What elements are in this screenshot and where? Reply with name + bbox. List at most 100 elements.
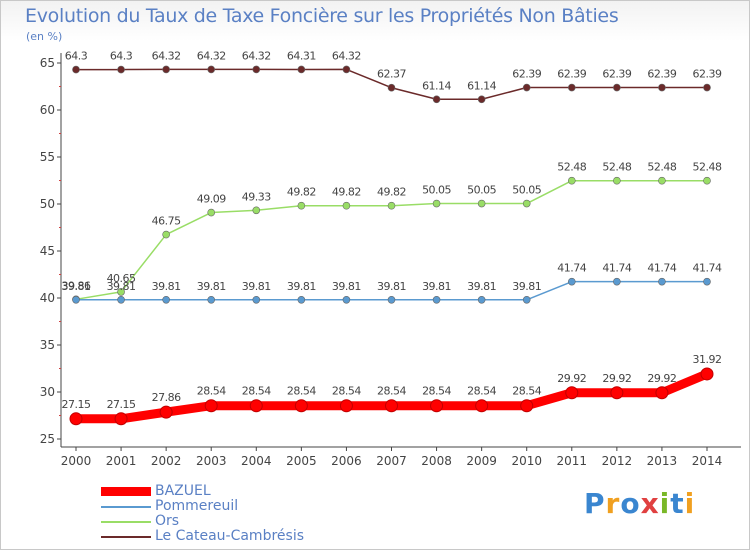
data-point (703, 277, 711, 286)
data-point (252, 295, 261, 304)
data-point (207, 295, 216, 304)
data-point (207, 65, 216, 74)
data-point (297, 65, 306, 74)
data-point (339, 399, 353, 413)
data-label: 64.3 (110, 50, 133, 63)
data-point (385, 399, 398, 413)
y-tick-label: 50 (40, 197, 55, 211)
data-point (522, 83, 531, 92)
chart-title: Evolution du Taux de Taxe Foncière sur l… (25, 5, 619, 27)
data-point (610, 386, 624, 400)
data-point (297, 295, 306, 304)
data-label: 62.39 (693, 68, 722, 81)
y-axis-unit-label: (en %) (26, 30, 63, 43)
data-label: 27.86 (152, 391, 181, 404)
y-tick-label: 35 (40, 338, 55, 352)
data-label: 39.81 (512, 280, 541, 293)
data-point (342, 65, 351, 74)
data-label: 52.48 (602, 161, 631, 174)
data-point (658, 277, 666, 286)
data-point (658, 83, 666, 92)
data-label: 39.81 (332, 280, 361, 293)
data-label: 41.74 (693, 262, 722, 275)
data-label: 29.92 (557, 372, 586, 385)
data-point (117, 288, 125, 296)
data-point (522, 295, 531, 304)
data-point (477, 199, 486, 208)
x-tick-label: 2006 (331, 454, 362, 468)
data-label: 49.82 (377, 186, 406, 199)
logo-letter: o (620, 487, 641, 520)
x-tick-label: 2004 (241, 454, 272, 468)
logo-letter: t (670, 487, 685, 520)
data-label: 39.81 (422, 280, 451, 293)
data-point (117, 295, 125, 304)
data-point (72, 65, 80, 74)
data-label: 39.86 (62, 279, 91, 292)
data-label: 39.81 (287, 280, 316, 293)
data-point (475, 399, 489, 413)
logo-letter: P (584, 487, 606, 520)
data-label: 50.05 (512, 184, 541, 197)
data-point (703, 176, 711, 185)
data-label: 39.81 (197, 280, 226, 293)
data-point (565, 386, 579, 400)
data-point (114, 412, 128, 426)
data-label: 49.82 (287, 186, 316, 199)
data-label: 39.81 (377, 280, 406, 293)
data-point (72, 295, 80, 304)
data-point (204, 399, 218, 413)
data-label: 27.15 (107, 398, 136, 411)
data-point (162, 295, 170, 304)
legend-label: Pommereuil (155, 498, 239, 514)
data-point (700, 367, 714, 381)
data-label: 50.05 (422, 184, 451, 197)
data-point (655, 386, 669, 400)
x-tick-label: 2000 (61, 454, 92, 468)
data-label: 49.09 (197, 193, 226, 206)
data-label: 28.54 (377, 385, 406, 398)
data-point (522, 199, 531, 208)
x-tick-label: 2008 (421, 454, 452, 468)
data-label: 28.54 (332, 385, 361, 398)
y-tick-label: 65 (40, 56, 55, 70)
data-label: 62.39 (512, 68, 541, 81)
data-point (613, 83, 621, 92)
data-label: 49.82 (332, 186, 361, 199)
y-tick-label: 25 (40, 432, 55, 446)
y-tick-label: 40 (40, 291, 55, 305)
data-label: 52.48 (647, 161, 676, 174)
data-point (567, 277, 576, 286)
proxiti-logo: Proxiti (584, 487, 695, 520)
x-tick-label: 2003 (196, 454, 227, 468)
legend-swatch (101, 506, 151, 508)
data-label: 27.15 (62, 398, 91, 411)
x-tick-label: 2005 (286, 454, 317, 468)
data-label: 50.05 (467, 184, 496, 197)
data-point (567, 176, 576, 185)
legend-swatch (101, 536, 151, 538)
y-tick-label: 45 (40, 244, 55, 258)
x-tick-label: 2013 (647, 454, 678, 468)
logo-letter: i (684, 487, 696, 520)
data-point (387, 83, 396, 92)
data-point (207, 208, 216, 217)
data-label: 52.48 (557, 161, 586, 174)
data-label: 28.54 (242, 385, 271, 398)
legend-swatch (101, 521, 151, 523)
y-tick-label: 30 (40, 385, 55, 399)
data-point (387, 295, 396, 304)
data-point (294, 399, 308, 413)
data-label: 64.32 (332, 49, 361, 62)
data-label: 28.54 (287, 385, 316, 398)
x-tick-label: 2010 (511, 454, 542, 468)
data-point (520, 399, 534, 413)
data-label: 64.3 (65, 50, 88, 63)
data-label: 39.81 (152, 280, 181, 293)
data-point (342, 201, 351, 210)
data-point (117, 65, 125, 74)
data-point (567, 83, 576, 92)
data-label: 62.39 (602, 68, 631, 81)
data-point (69, 412, 83, 426)
